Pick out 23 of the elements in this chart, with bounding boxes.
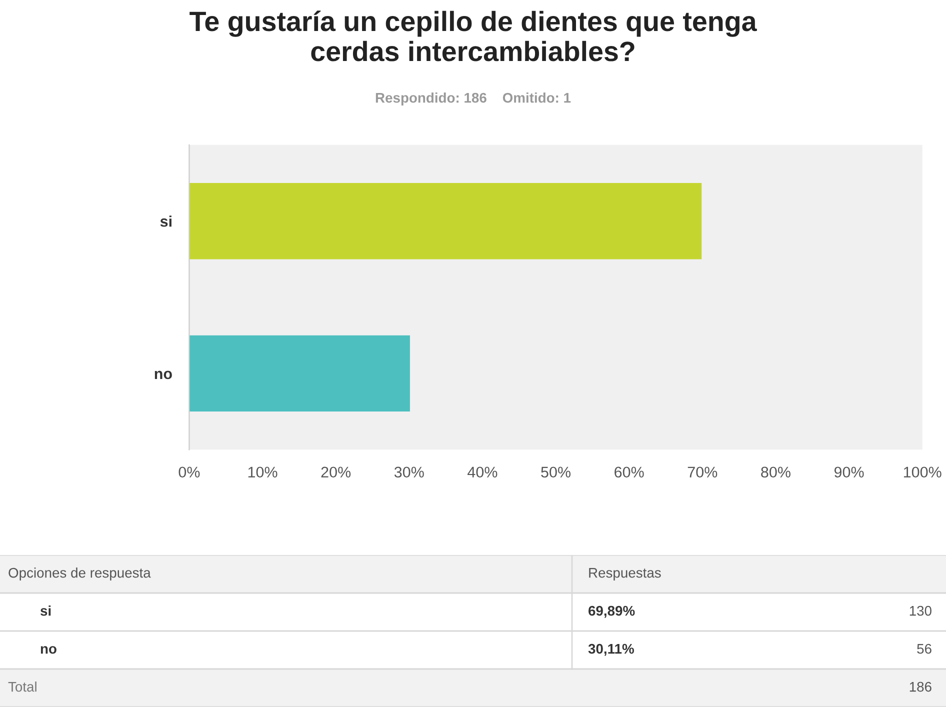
x-tick-label: 100%: [904, 466, 942, 478]
chart-title: Te gustaría un cepillo de dientes que tenga cerdas intercambiables?: [190, 10, 757, 62]
x-tick-label: 10%: [248, 466, 278, 478]
category-label: si: [40, 606, 51, 616]
text: 130: [910, 606, 932, 616]
category-label: no: [40, 646, 56, 654]
text: 69,89%: [588, 606, 635, 618]
text: Opciones de respuesta: [8, 568, 151, 580]
x-tick-label: 0%: [178, 466, 200, 478]
x-tick-label: 20%: [321, 466, 351, 478]
text: Respuestas: [589, 568, 661, 580]
text: 30,11%: [588, 644, 634, 656]
text: 56: [917, 644, 932, 654]
chart-subtitle: Respondido: 186 Omitido: 1: [376, 92, 571, 106]
x-tick-label: 90%: [834, 466, 864, 478]
x-tick-label: 50%: [541, 466, 571, 478]
x-tick-label: 30%: [394, 466, 424, 478]
x-tick-label: 70%: [688, 466, 718, 478]
x-tick-label: 40%: [468, 466, 498, 478]
text: Total: [8, 682, 36, 692]
x-tick-label: 60%: [614, 466, 644, 478]
x-tick-label: 80%: [761, 466, 790, 478]
text: 186: [910, 682, 932, 692]
